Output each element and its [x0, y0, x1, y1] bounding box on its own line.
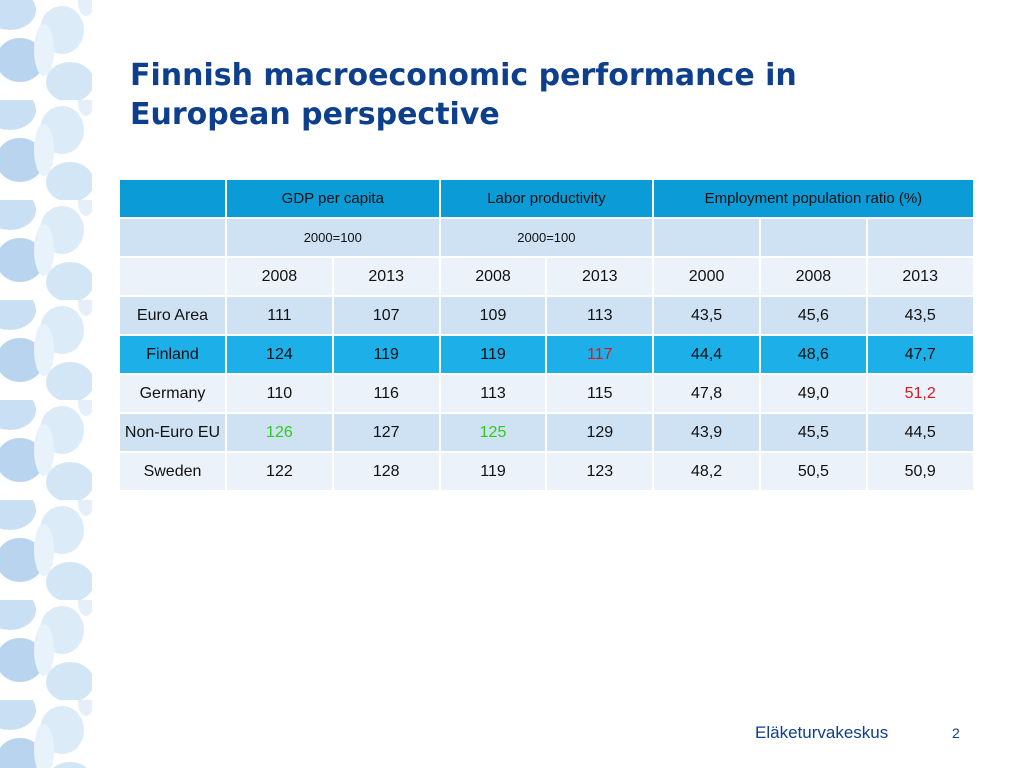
- value-cell-highlight-green: 125: [438, 412, 548, 453]
- base-emp-3: [865, 217, 975, 258]
- year-row: 2008 2013 2008 2013 2000 2008 2013: [118, 256, 975, 297]
- value-cell: 44,4: [652, 334, 761, 375]
- value-cell: 123: [545, 451, 655, 492]
- value-cell: 43,9: [652, 412, 761, 453]
- base-labor: 2000=100: [438, 217, 655, 258]
- country-label: Finland: [118, 334, 227, 375]
- value-cell: 50,5: [758, 451, 868, 492]
- header-gdp: GDP per capita: [225, 178, 441, 219]
- value-cell: 129: [545, 412, 655, 453]
- table-row-highlighted: Finland 124 119 119 117 44,4 48,6 47,7: [118, 334, 975, 375]
- value-cell: 119: [438, 451, 548, 492]
- value-cell: 107: [331, 295, 441, 336]
- country-label: Non-Euro EU: [118, 412, 227, 453]
- year-cell: [118, 256, 227, 297]
- decorative-side-pattern: [0, 0, 92, 768]
- base-year-row: 2000=100 2000=100: [118, 217, 975, 258]
- value-cell: 47,8: [652, 373, 761, 414]
- country-label: Germany: [118, 373, 227, 414]
- macro-table: GDP per capita Labor productivity Employ…: [118, 178, 975, 492]
- value-cell: 128: [331, 451, 441, 492]
- page-number: 2: [952, 725, 960, 741]
- footer-organization: Eläketurvakeskus: [755, 723, 889, 742]
- value-cell: 50,9: [865, 451, 975, 492]
- value-cell: 45,6: [758, 295, 868, 336]
- value-cell: 49,0: [758, 373, 868, 414]
- value-cell: 111: [225, 295, 334, 336]
- page-title: Finnish macroeconomic performance in Eur…: [130, 56, 950, 134]
- value-cell: 116: [331, 373, 441, 414]
- year-cell: 2008: [758, 256, 868, 297]
- year-cell: 2013: [545, 256, 655, 297]
- value-cell: 45,5: [758, 412, 868, 453]
- title-line-1: Finnish macroeconomic performance in: [130, 58, 797, 93]
- year-cell: 2008: [438, 256, 548, 297]
- base-gdp: 2000=100: [225, 217, 441, 258]
- value-cell: 122: [225, 451, 334, 492]
- table-row: Sweden 122 128 119 123 48,2 50,5 50,9: [118, 451, 975, 492]
- year-cell: 2013: [331, 256, 441, 297]
- value-cell: 119: [331, 334, 441, 375]
- value-cell: 127: [331, 412, 441, 453]
- base-empty: [118, 217, 227, 258]
- header-labor: Labor productivity: [438, 178, 655, 219]
- value-cell-highlight-green: 126: [225, 412, 334, 453]
- group-header-row: GDP per capita Labor productivity Employ…: [118, 178, 975, 219]
- value-cell: 115: [545, 373, 655, 414]
- value-cell: 109: [438, 295, 548, 336]
- value-cell-highlight-red: 51,2: [865, 373, 975, 414]
- value-cell: 44,5: [865, 412, 975, 453]
- title-line-2: European perspective: [130, 97, 500, 132]
- header-employment: Employment population ratio (%): [652, 178, 975, 219]
- country-label: Sweden: [118, 451, 227, 492]
- value-cell: 124: [225, 334, 334, 375]
- value-cell: 47,7: [865, 334, 975, 375]
- value-cell: 48,2: [652, 451, 761, 492]
- value-cell: 113: [438, 373, 548, 414]
- value-cell-highlight-red: 117: [545, 334, 655, 375]
- value-cell: 43,5: [652, 295, 761, 336]
- year-cell: 2000: [652, 256, 761, 297]
- year-cell: 2013: [865, 256, 975, 297]
- value-cell: 48,6: [758, 334, 868, 375]
- table-row: Non-Euro EU 126 127 125 129 43,9 45,5 44…: [118, 412, 975, 453]
- table-row: Germany 110 116 113 115 47,8 49,0 51,2: [118, 373, 975, 414]
- year-cell: 2008: [225, 256, 334, 297]
- value-cell: 119: [438, 334, 548, 375]
- base-emp-2: [758, 217, 868, 258]
- value-cell: 110: [225, 373, 334, 414]
- base-emp-1: [652, 217, 761, 258]
- value-cell: 43,5: [865, 295, 975, 336]
- value-cell: 113: [545, 295, 655, 336]
- header-empty: [118, 178, 227, 219]
- table-row: Euro Area 111 107 109 113 43,5 45,6 43,5: [118, 295, 975, 336]
- country-label: Euro Area: [118, 295, 227, 336]
